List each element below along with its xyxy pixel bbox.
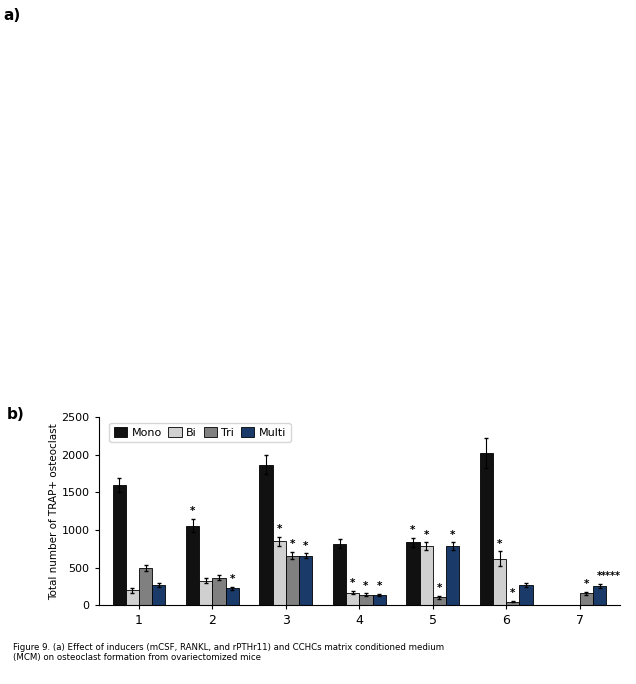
Bar [446, 546, 459, 605]
Text: *: * [584, 579, 589, 589]
Text: *: * [303, 541, 308, 551]
Text: *: * [290, 539, 295, 549]
Text: *: * [497, 538, 502, 549]
Text: *: * [190, 506, 195, 516]
Bar [199, 581, 212, 605]
Bar [373, 595, 386, 605]
Bar [186, 525, 199, 605]
Y-axis label: Total number of TRAP+ osteoclast: Total number of TRAP+ osteoclast [48, 423, 59, 600]
Bar [520, 585, 533, 605]
Bar [593, 586, 606, 605]
Text: *: * [363, 581, 369, 591]
Bar [480, 453, 493, 605]
Text: *: * [410, 525, 416, 535]
Text: *: * [510, 588, 516, 598]
Bar [226, 588, 239, 605]
Bar [579, 593, 593, 605]
Text: *: * [450, 529, 455, 540]
Bar [273, 542, 286, 605]
Bar [333, 544, 346, 605]
Text: *: * [350, 579, 356, 588]
Bar [506, 602, 520, 605]
Text: *: * [230, 574, 235, 584]
Bar [139, 568, 152, 605]
Bar [420, 546, 432, 605]
Bar [286, 555, 299, 605]
Text: b): b) [6, 407, 24, 422]
Bar [113, 485, 126, 605]
Text: *: * [277, 524, 282, 534]
Legend: Mono, Bi, Tri, Multi: Mono, Bi, Tri, Multi [109, 423, 291, 443]
Text: *: * [437, 583, 442, 593]
Bar [259, 464, 273, 605]
Bar [299, 555, 312, 605]
Bar [432, 597, 446, 605]
Bar [212, 577, 226, 605]
Bar [406, 542, 420, 605]
Bar [493, 559, 506, 605]
Text: *: * [597, 571, 602, 581]
Text: a): a) [3, 8, 20, 23]
Bar [346, 592, 359, 605]
Text: *: * [424, 529, 429, 540]
Text: *: * [377, 581, 382, 591]
Text: Figure 9. (a) Effect of inducers (mCSF, RANKL, and rPTHr11) and CCHCs matrix con: Figure 9. (a) Effect of inducers (mCSF, … [13, 643, 444, 662]
Bar [152, 585, 165, 605]
Bar [126, 590, 139, 605]
Text: ****: **** [600, 571, 621, 581]
Bar [359, 595, 373, 605]
